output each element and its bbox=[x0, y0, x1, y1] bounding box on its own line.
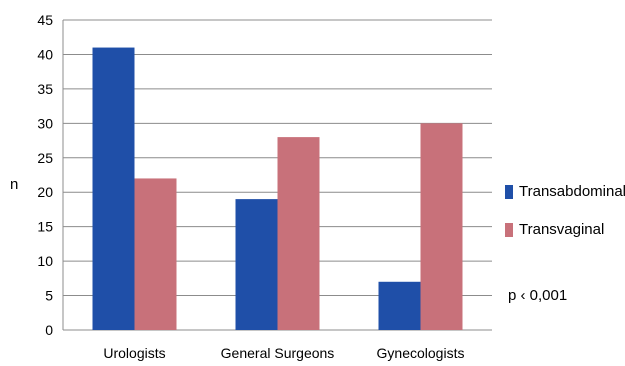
bar-transabdominal-general-surgeons bbox=[235, 199, 278, 330]
legend-swatch-transabdominal bbox=[505, 184, 513, 199]
y-tick-labels: 0 5 10 15 20 25 30 35 40 45 bbox=[37, 12, 53, 338]
y-tick-label: 5 bbox=[45, 288, 53, 304]
bar-transvaginal-gynecologists bbox=[420, 123, 463, 330]
y-tick-label: 25 bbox=[37, 150, 53, 166]
category-label: Urologists bbox=[103, 345, 165, 361]
y-tick-label: 15 bbox=[37, 219, 53, 235]
p-value-annotation: p ‹ 0,001 bbox=[508, 287, 568, 304]
y-tick-label: 30 bbox=[37, 115, 53, 131]
y-tick-label: 0 bbox=[45, 322, 53, 338]
y-tick-label: 20 bbox=[37, 184, 53, 200]
y-tick-label: 35 bbox=[37, 81, 53, 97]
y-tick-label: 10 bbox=[37, 253, 53, 269]
legend-item-transvaginal: Transvaginal bbox=[505, 221, 604, 238]
bar-transvaginal-urologists bbox=[134, 178, 177, 330]
legend-label-transvaginal: Transvaginal bbox=[519, 221, 605, 238]
category-labels: Urologists General Surgeons Gynecologists bbox=[103, 345, 464, 361]
legend-swatch-transvaginal bbox=[505, 222, 513, 237]
bars bbox=[92, 47, 463, 331]
bar-transabdominal-urologists bbox=[92, 47, 135, 331]
category-label: General Surgeons bbox=[221, 345, 335, 361]
legend-label-transabdominal: Transabdominal bbox=[519, 183, 625, 200]
legend-item-transabdominal: Transabdominal bbox=[505, 183, 625, 200]
bar-transabdominal-gynecologists bbox=[378, 281, 421, 330]
y-tick-label: 45 bbox=[37, 12, 53, 28]
category-label: Gynecologists bbox=[377, 345, 465, 361]
y-tick-label: 40 bbox=[37, 46, 53, 62]
bar-transvaginal-general-surgeons bbox=[277, 137, 320, 330]
y-axis-label: n bbox=[10, 176, 19, 193]
